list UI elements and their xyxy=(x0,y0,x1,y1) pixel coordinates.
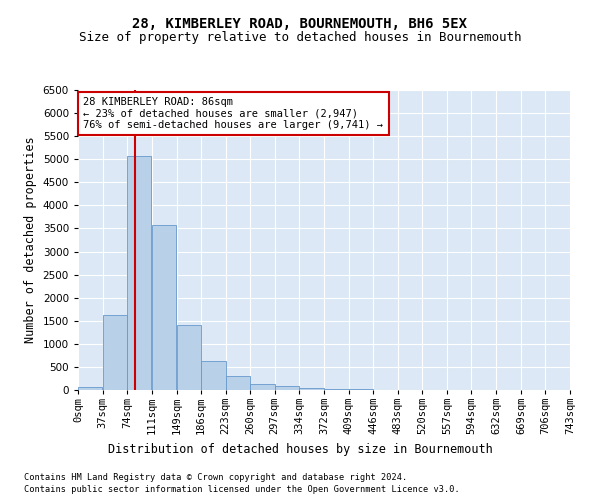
Text: Contains HM Land Registry data © Crown copyright and database right 2024.: Contains HM Land Registry data © Crown c… xyxy=(24,472,407,482)
Y-axis label: Number of detached properties: Number of detached properties xyxy=(24,136,37,344)
Text: 28, KIMBERLEY ROAD, BOURNEMOUTH, BH6 5EX: 28, KIMBERLEY ROAD, BOURNEMOUTH, BH6 5EX xyxy=(133,18,467,32)
Text: Distribution of detached houses by size in Bournemouth: Distribution of detached houses by size … xyxy=(107,442,493,456)
Text: 28 KIMBERLEY ROAD: 86sqm
← 23% of detached houses are smaller (2,947)
76% of sem: 28 KIMBERLEY ROAD: 86sqm ← 23% of detach… xyxy=(83,97,383,130)
Text: Contains public sector information licensed under the Open Government Licence v3: Contains public sector information licen… xyxy=(24,485,460,494)
Bar xyxy=(127,156,151,390)
Bar xyxy=(325,388,349,390)
Bar xyxy=(152,225,176,390)
Text: Size of property relative to detached houses in Bournemouth: Size of property relative to detached ho… xyxy=(79,31,521,44)
Bar xyxy=(250,384,275,390)
Bar xyxy=(275,386,299,390)
Bar xyxy=(177,325,201,390)
Bar xyxy=(349,389,373,390)
Bar xyxy=(202,362,226,390)
Bar xyxy=(103,315,127,390)
Bar xyxy=(299,388,323,390)
Bar xyxy=(78,386,103,390)
Bar xyxy=(226,376,250,390)
